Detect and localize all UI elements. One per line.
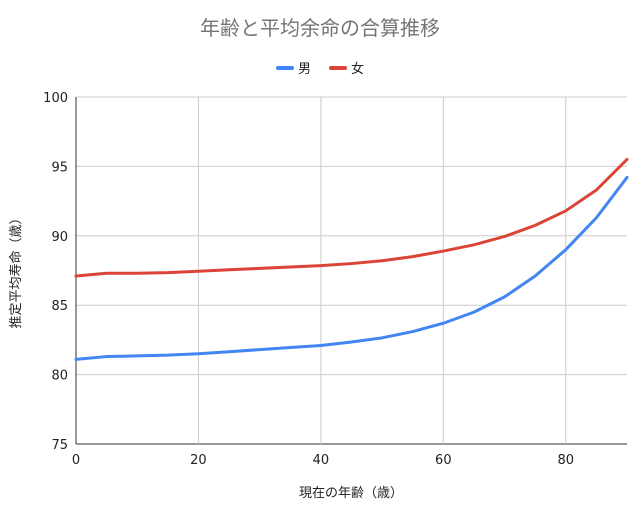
legend-label-1: 女: [351, 61, 364, 77]
y-tick-label: 90: [51, 230, 68, 245]
x-tick-label: 80: [558, 453, 575, 468]
x-axis-ticks: 0 20 40 60 80: [72, 453, 574, 468]
x-tick-label: 60: [435, 453, 452, 468]
legend-label-0: 男: [298, 62, 311, 77]
series-line-1: [74, 157, 629, 278]
series-line-0: [74, 176, 629, 361]
y-tick-label: 95: [51, 160, 68, 175]
y-axis-ticks: 75 80 85 90 95 100: [43, 91, 68, 453]
x-axis-label: 現在の年齢（歳）: [299, 486, 403, 501]
y-tick-label: 75: [51, 438, 68, 453]
chart-title: 年齢と平均余命の合算推移: [200, 16, 440, 40]
y-tick-label: 100: [43, 91, 68, 106]
y-tick-label: 80: [51, 369, 68, 384]
series-group: [74, 157, 629, 361]
x-tick-label: 40: [313, 453, 330, 468]
y-axis-label: 推定平均寿命（歳）: [8, 211, 24, 328]
x-tick-label: 0: [72, 453, 80, 468]
grid: [75, 96, 627, 445]
x-tick-label: 20: [190, 453, 207, 468]
y-tick-label: 85: [51, 299, 68, 314]
legend: 男女: [276, 61, 364, 77]
